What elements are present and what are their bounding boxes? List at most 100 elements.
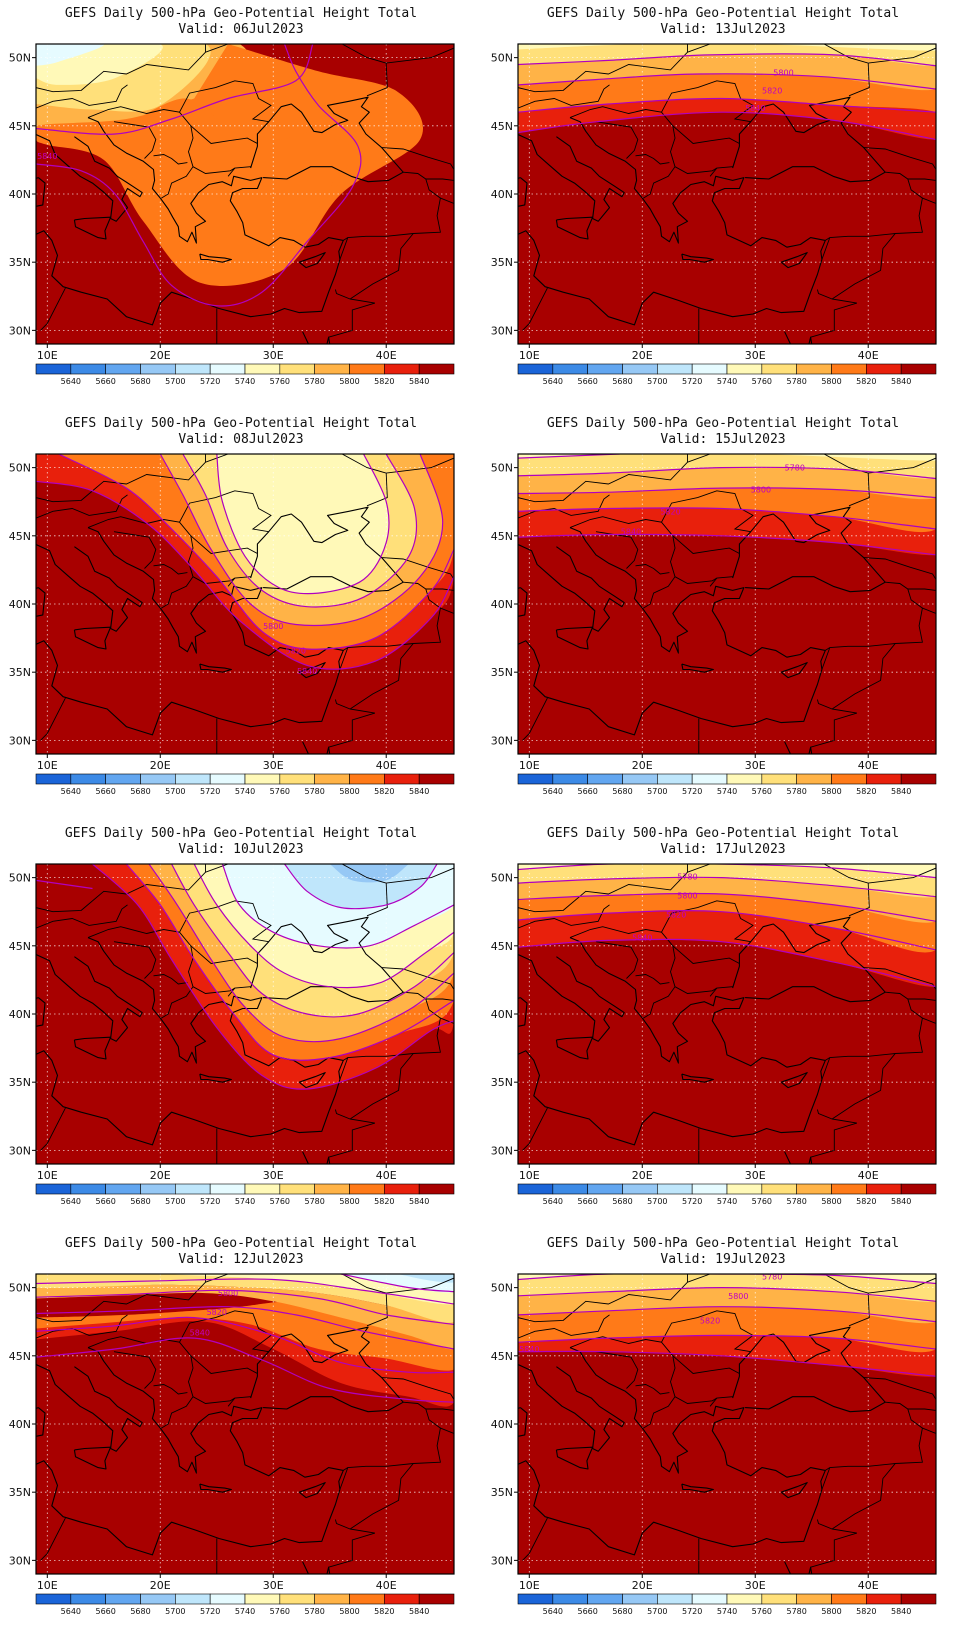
country-border [672, 125, 740, 144]
colorbar-swatch [35, 1593, 72, 1605]
colorbar-label: 5660 [577, 1607, 597, 1616]
colorbar-label: 5780 [304, 1607, 324, 1616]
colorbar-label: 5640 [61, 1197, 81, 1206]
country-border [661, 490, 754, 533]
country-border [687, 44, 870, 97]
coastline [780, 1482, 808, 1499]
coastline [555, 1036, 594, 1060]
country-border [113, 121, 157, 159]
colorbar-swatch [418, 1183, 455, 1195]
coastline [518, 1407, 528, 1437]
country-border [709, 167, 718, 177]
lon-tick-label: 40E [858, 759, 879, 772]
colorbar-swatch [418, 1593, 455, 1605]
country-border [328, 708, 376, 748]
map-panel: GEFS Daily 500-hPa Geo-Potential Height … [0, 1230, 482, 1640]
colorbar-label: 5800 [821, 787, 841, 796]
contour-label: 5800 [263, 622, 283, 631]
colorbar-swatch [691, 1593, 728, 1605]
colorbar-label: 5660 [577, 377, 597, 386]
colorbar-swatch [900, 773, 937, 785]
country-border [635, 974, 670, 985]
country-border [386, 457, 454, 474]
colorbar-label: 5820 [374, 377, 394, 386]
country-border [227, 167, 236, 177]
contour-line [518, 53, 936, 67]
country-border [190, 945, 258, 964]
lat-tick-label: 45N [491, 1350, 513, 1363]
lon-tick-label: 20E [632, 349, 653, 362]
lat-tick-label: 30N [9, 324, 31, 337]
colorbar-swatch [517, 1593, 554, 1605]
coastline [518, 1363, 625, 1452]
colorbar-swatch [587, 363, 623, 375]
coastline [36, 937, 344, 1146]
colorbar-swatch [140, 773, 176, 785]
country-border [922, 607, 936, 614]
colorbar-label: 5700 [647, 377, 667, 386]
country-border [661, 80, 754, 123]
contour-line [148, 864, 454, 1043]
colorbar-label: 5680 [612, 377, 632, 386]
colorbar-label: 5660 [95, 787, 115, 796]
coastline [780, 662, 808, 679]
lat-tick-label: 35N [491, 1076, 513, 1089]
contour-line [36, 1316, 454, 1374]
contour-label: 5800 [218, 1289, 238, 1298]
lat-tick-label: 35N [9, 256, 31, 269]
contour-label: 5800 [677, 891, 697, 900]
country-border [153, 1384, 188, 1395]
lon-tick-label: 30E [745, 1169, 766, 1182]
map-canvas: 5800 5820 5840 50N 45N 40N 35N 30N 10E 20E 30E 40E 5… [9, 1273, 455, 1616]
country-border [205, 1274, 388, 1327]
contour-line [36, 44, 362, 307]
lat-tick-label: 40N [9, 598, 31, 611]
colorbar-swatch [622, 363, 658, 375]
height-band [36, 1284, 454, 1350]
country-border [821, 237, 831, 260]
country-border [816, 1053, 896, 1120]
coastline [808, 336, 813, 344]
map-panel: GEFS Daily 500-hPa Geo-Potential Height … [482, 820, 964, 1230]
country-border [868, 47, 936, 64]
lon-tick-label: 20E [632, 1169, 653, 1182]
country-border [328, 298, 376, 338]
colorbar-label: 5700 [647, 1607, 667, 1616]
colorbar-swatch [866, 1183, 902, 1195]
height-band [518, 910, 936, 987]
lon-tick-label: 10E [37, 349, 58, 362]
contour-line [36, 480, 454, 670]
colorbar-swatch [517, 363, 554, 375]
lat-tick-label: 35N [9, 1076, 31, 1089]
colorbar-label: 5740 [717, 1197, 737, 1206]
colorbar-label: 5800 [821, 1607, 841, 1616]
colorbar-label: 5720 [682, 1197, 702, 1206]
country-border [569, 106, 676, 199]
colorbar-label: 5740 [235, 1197, 255, 1206]
colorbar-label: 5840 [409, 787, 429, 796]
height-band [518, 1274, 936, 1302]
lat-tick-label: 30N [9, 1554, 31, 1567]
lat-tick-label: 35N [491, 1486, 513, 1499]
height-band [36, 44, 104, 66]
colorbar-swatch [175, 1183, 211, 1195]
map-canvas: 5780 5800 5820 5840 50N 45N 40N 35N 30N 10E 20E 30E… [491, 453, 937, 796]
colorbar-label: 5760 [270, 1197, 290, 1206]
contour-line [518, 910, 936, 951]
colorbar-label: 5700 [165, 377, 185, 386]
country-border [522, 697, 548, 741]
colorbar-label: 5640 [543, 1607, 563, 1616]
map-panel: GEFS Daily 500-hPa Geo-Potential Height … [482, 0, 964, 410]
contour-line [182, 454, 418, 608]
colorbar-swatch [314, 773, 350, 785]
country-border [821, 1467, 831, 1490]
contour-label: 5820 [700, 1316, 720, 1325]
country-border [190, 535, 258, 554]
colorbar-label: 5640 [61, 1607, 81, 1616]
lon-tick-label: 40E [858, 1579, 879, 1592]
panel-valid-date: Valid: 13Jul2023 [660, 22, 786, 37]
colorbar-swatch [35, 1183, 72, 1195]
lat-tick-label: 40N [491, 188, 513, 201]
colorbar-swatch [761, 363, 797, 375]
lat-tick-label: 45N [491, 530, 513, 543]
